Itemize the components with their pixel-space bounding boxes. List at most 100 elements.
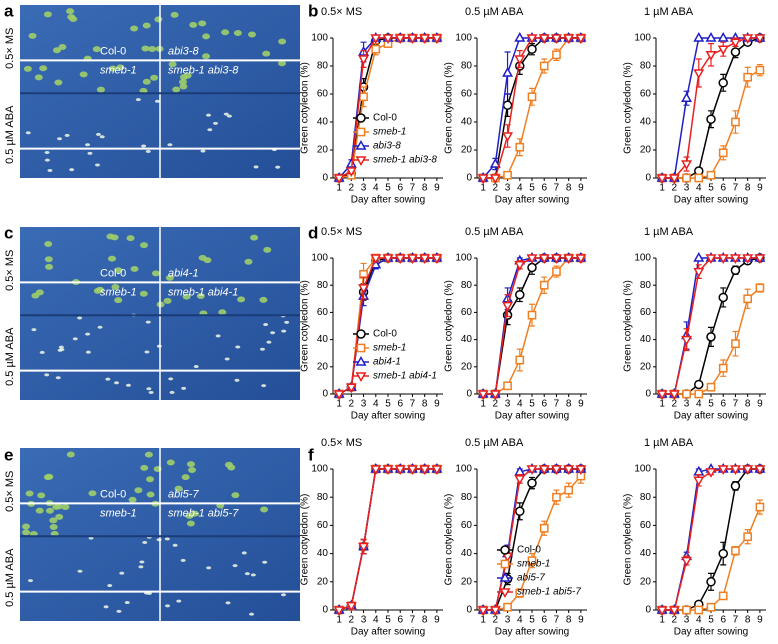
legend-marker — [355, 156, 367, 167]
marker — [729, 38, 741, 49]
series-line — [662, 257, 760, 395]
x-axis-label: Day after sowing — [351, 195, 425, 206]
legend-marker — [500, 559, 510, 569]
legend-label: smeb-1 abi3-8 — [373, 155, 437, 166]
marker — [514, 31, 526, 42]
chart-title: 0.5× MS — [321, 6, 362, 18]
marker — [730, 481, 741, 491]
marker — [419, 34, 431, 45]
y-tick-label: 0 — [645, 605, 651, 616]
seedling — [44, 256, 53, 263]
seedling — [125, 383, 131, 387]
marker — [681, 556, 693, 567]
y-tick-label: 20 — [461, 361, 473, 372]
y-tick-label: 80 — [640, 280, 652, 291]
marker — [382, 465, 394, 476]
marker — [527, 262, 537, 273]
x-tick-label: 7 — [554, 183, 560, 194]
marker — [539, 280, 549, 290]
seedling — [281, 593, 287, 597]
seedling — [250, 573, 256, 577]
y-tick-label: 60 — [461, 89, 473, 100]
series-line — [483, 37, 581, 179]
series-line — [338, 468, 437, 611]
seedling — [182, 293, 191, 300]
seedling — [138, 565, 144, 569]
x-tick-label: 9 — [578, 183, 584, 194]
y-tick-label: 0 — [645, 389, 651, 400]
y-tick-label: 20 — [317, 576, 329, 587]
seedling — [176, 599, 182, 603]
legend-label: abi3-8 — [373, 141, 401, 152]
seedling — [189, 21, 198, 28]
y-tick-label: 60 — [461, 307, 473, 318]
x-tick-label: 2 — [349, 615, 355, 626]
seedling — [150, 74, 159, 81]
x-tick-label: 9 — [578, 615, 584, 626]
chart: 0.5× MS Green cotyledon (%) Day after sowi… — [300, 226, 443, 422]
series-line — [483, 37, 581, 179]
x-tick-label: 7 — [733, 615, 739, 626]
seedling — [145, 149, 151, 153]
seedling — [198, 20, 207, 27]
seedling — [226, 114, 232, 118]
marker — [514, 261, 526, 271]
marker — [419, 465, 431, 476]
seedling — [67, 14, 76, 21]
seedling — [261, 384, 267, 388]
chart-title: 1 µM ABA — [644, 437, 694, 449]
y-tick-label: 0 — [322, 173, 328, 184]
seedling — [186, 520, 195, 527]
y-axis-label: Green cotyledon (%) — [300, 280, 311, 372]
seedling — [96, 86, 105, 93]
x-tick-label: 3 — [505, 615, 511, 626]
seedling — [142, 22, 151, 29]
seedling — [128, 496, 137, 503]
marker — [539, 523, 549, 533]
y-tick-label: 80 — [317, 492, 329, 503]
seedling — [183, 72, 192, 79]
seedling — [270, 331, 276, 335]
marker — [514, 55, 526, 66]
seedling — [237, 296, 246, 303]
marker — [717, 45, 729, 56]
x-tick-label: 9 — [757, 183, 763, 194]
seedling — [31, 328, 37, 332]
marker — [656, 390, 668, 401]
marker — [394, 34, 406, 45]
marker — [515, 506, 525, 517]
seedling — [44, 373, 50, 377]
chart: 0.5 µM ABA Green cotyledon (%) Day after s… — [444, 226, 587, 422]
x-tick-label: 7 — [733, 399, 739, 410]
seedling — [52, 503, 61, 510]
marker — [682, 389, 691, 399]
y-axis-label: Green cotyledon (%) — [444, 494, 455, 586]
seedling — [124, 601, 130, 605]
seedling — [116, 64, 125, 71]
marker — [731, 117, 740, 127]
marker — [371, 44, 381, 54]
series-line — [338, 468, 437, 611]
marker — [694, 605, 704, 615]
y-tick-label: 60 — [461, 520, 473, 531]
y-tick-label: 20 — [640, 361, 652, 372]
x-tick-label: 3 — [505, 183, 511, 194]
marker — [717, 31, 729, 42]
seedling — [114, 297, 123, 304]
marker — [717, 254, 729, 265]
seedling — [190, 510, 199, 517]
marker — [743, 294, 753, 304]
chart: 0.5× MS Green cotyledon (%) Day after sowi… — [300, 6, 443, 206]
seedling — [172, 543, 178, 547]
seedling — [59, 348, 65, 352]
seedling — [111, 284, 120, 291]
seedling — [221, 29, 230, 36]
y-tick-label: 40 — [461, 334, 473, 345]
x-tick-label: 6 — [397, 399, 403, 410]
x-tick-label: 7 — [554, 615, 560, 626]
seedling — [205, 113, 211, 117]
seedling — [47, 168, 53, 172]
y-tick-label: 0 — [466, 605, 472, 616]
seedling — [55, 513, 64, 520]
